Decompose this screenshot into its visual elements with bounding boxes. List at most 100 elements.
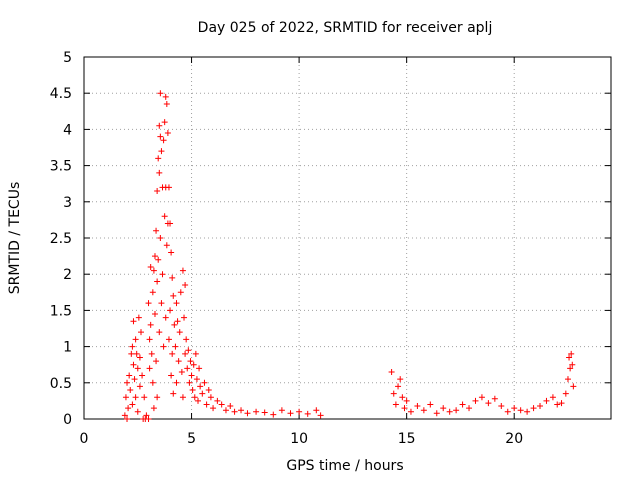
data-point — [145, 300, 152, 307]
data-point — [199, 390, 206, 397]
data-point — [222, 407, 229, 414]
data-point — [186, 379, 193, 386]
data-point — [122, 394, 129, 401]
data-point — [173, 300, 180, 307]
data-point — [170, 390, 177, 397]
data-point — [192, 350, 199, 357]
data-point — [124, 416, 131, 422]
data-point — [169, 350, 176, 357]
y-tick-label: 3.5 — [50, 159, 72, 175]
data-point — [165, 184, 172, 191]
data-point — [569, 361, 576, 368]
data-point — [183, 336, 190, 343]
data-point — [175, 358, 182, 365]
grid — [84, 57, 611, 419]
data-point — [158, 300, 165, 307]
data-point — [139, 372, 146, 379]
data-point — [153, 358, 160, 365]
chart-title: Day 025 of 2022, SRMTID for receiver apl… — [198, 20, 493, 36]
data-point — [129, 401, 136, 408]
data-point — [390, 390, 397, 397]
data-point — [146, 336, 153, 343]
data-point — [174, 318, 181, 325]
data-point — [168, 249, 175, 256]
data-point — [154, 394, 161, 401]
data-point — [253, 408, 260, 415]
data-point — [151, 253, 158, 260]
data-point — [214, 397, 221, 404]
data-point — [205, 387, 212, 394]
data-point — [173, 379, 180, 386]
data-point — [157, 235, 164, 241]
data-point — [395, 383, 402, 390]
data-point — [125, 405, 132, 412]
axis-ticks — [83, 56, 611, 420]
data-point — [182, 282, 189, 289]
data-point — [392, 401, 399, 408]
y-tick-label: 5 — [63, 50, 72, 66]
data-point — [179, 267, 186, 274]
data-point — [121, 412, 128, 419]
data-point — [562, 390, 569, 397]
data-point — [568, 350, 575, 357]
data-point — [165, 336, 172, 343]
y-axis-label: SRMTID / TECUs — [7, 182, 23, 295]
data-point — [181, 314, 188, 321]
data-point — [191, 394, 198, 401]
data-point — [150, 267, 157, 274]
data-point — [401, 405, 408, 412]
data-point — [195, 397, 202, 404]
data-point — [403, 397, 410, 404]
data-point — [132, 394, 139, 401]
y-tick-label: 4 — [63, 122, 72, 138]
data-point — [157, 90, 164, 97]
data-point — [317, 412, 324, 419]
y-tick-label: 0 — [63, 412, 72, 428]
data-point — [210, 405, 217, 412]
data-point — [147, 263, 154, 270]
data-point — [149, 379, 156, 386]
data-point — [155, 155, 162, 162]
data-point — [130, 361, 137, 368]
data-point — [178, 368, 185, 375]
data-point — [498, 402, 505, 409]
data-point — [504, 408, 511, 415]
data-point — [148, 350, 155, 357]
data-point — [261, 409, 268, 416]
data-point — [188, 372, 195, 379]
data-point — [193, 376, 200, 383]
data-point — [446, 408, 453, 415]
data-point — [157, 133, 164, 140]
data-point — [167, 307, 174, 314]
data-point — [130, 318, 137, 325]
y-tick-label: 4.5 — [50, 86, 72, 102]
data-point — [143, 412, 150, 419]
data-point — [154, 278, 161, 285]
x-axis-label: GPS time / hours — [286, 458, 403, 474]
data-point — [491, 395, 498, 402]
data-point — [304, 410, 311, 417]
data-point — [543, 397, 550, 404]
data-point — [160, 343, 167, 350]
data-point — [161, 213, 168, 220]
data-point — [156, 329, 163, 336]
data-point — [160, 137, 167, 144]
data-point — [135, 314, 142, 321]
data-point — [566, 354, 573, 361]
data-point — [177, 289, 184, 296]
data-point — [472, 397, 479, 404]
data-point — [203, 401, 210, 408]
data-point — [182, 350, 189, 357]
data-point — [238, 407, 245, 414]
data-point — [485, 400, 492, 407]
data-point — [549, 394, 556, 401]
data-point — [171, 321, 178, 328]
data-point — [134, 408, 141, 415]
data-point — [154, 187, 161, 194]
data-point — [218, 401, 225, 408]
data-point — [190, 361, 197, 368]
data-point — [145, 416, 152, 422]
x-tick-label: 5 — [187, 431, 196, 447]
data-point — [227, 402, 234, 409]
data-point — [388, 368, 395, 375]
